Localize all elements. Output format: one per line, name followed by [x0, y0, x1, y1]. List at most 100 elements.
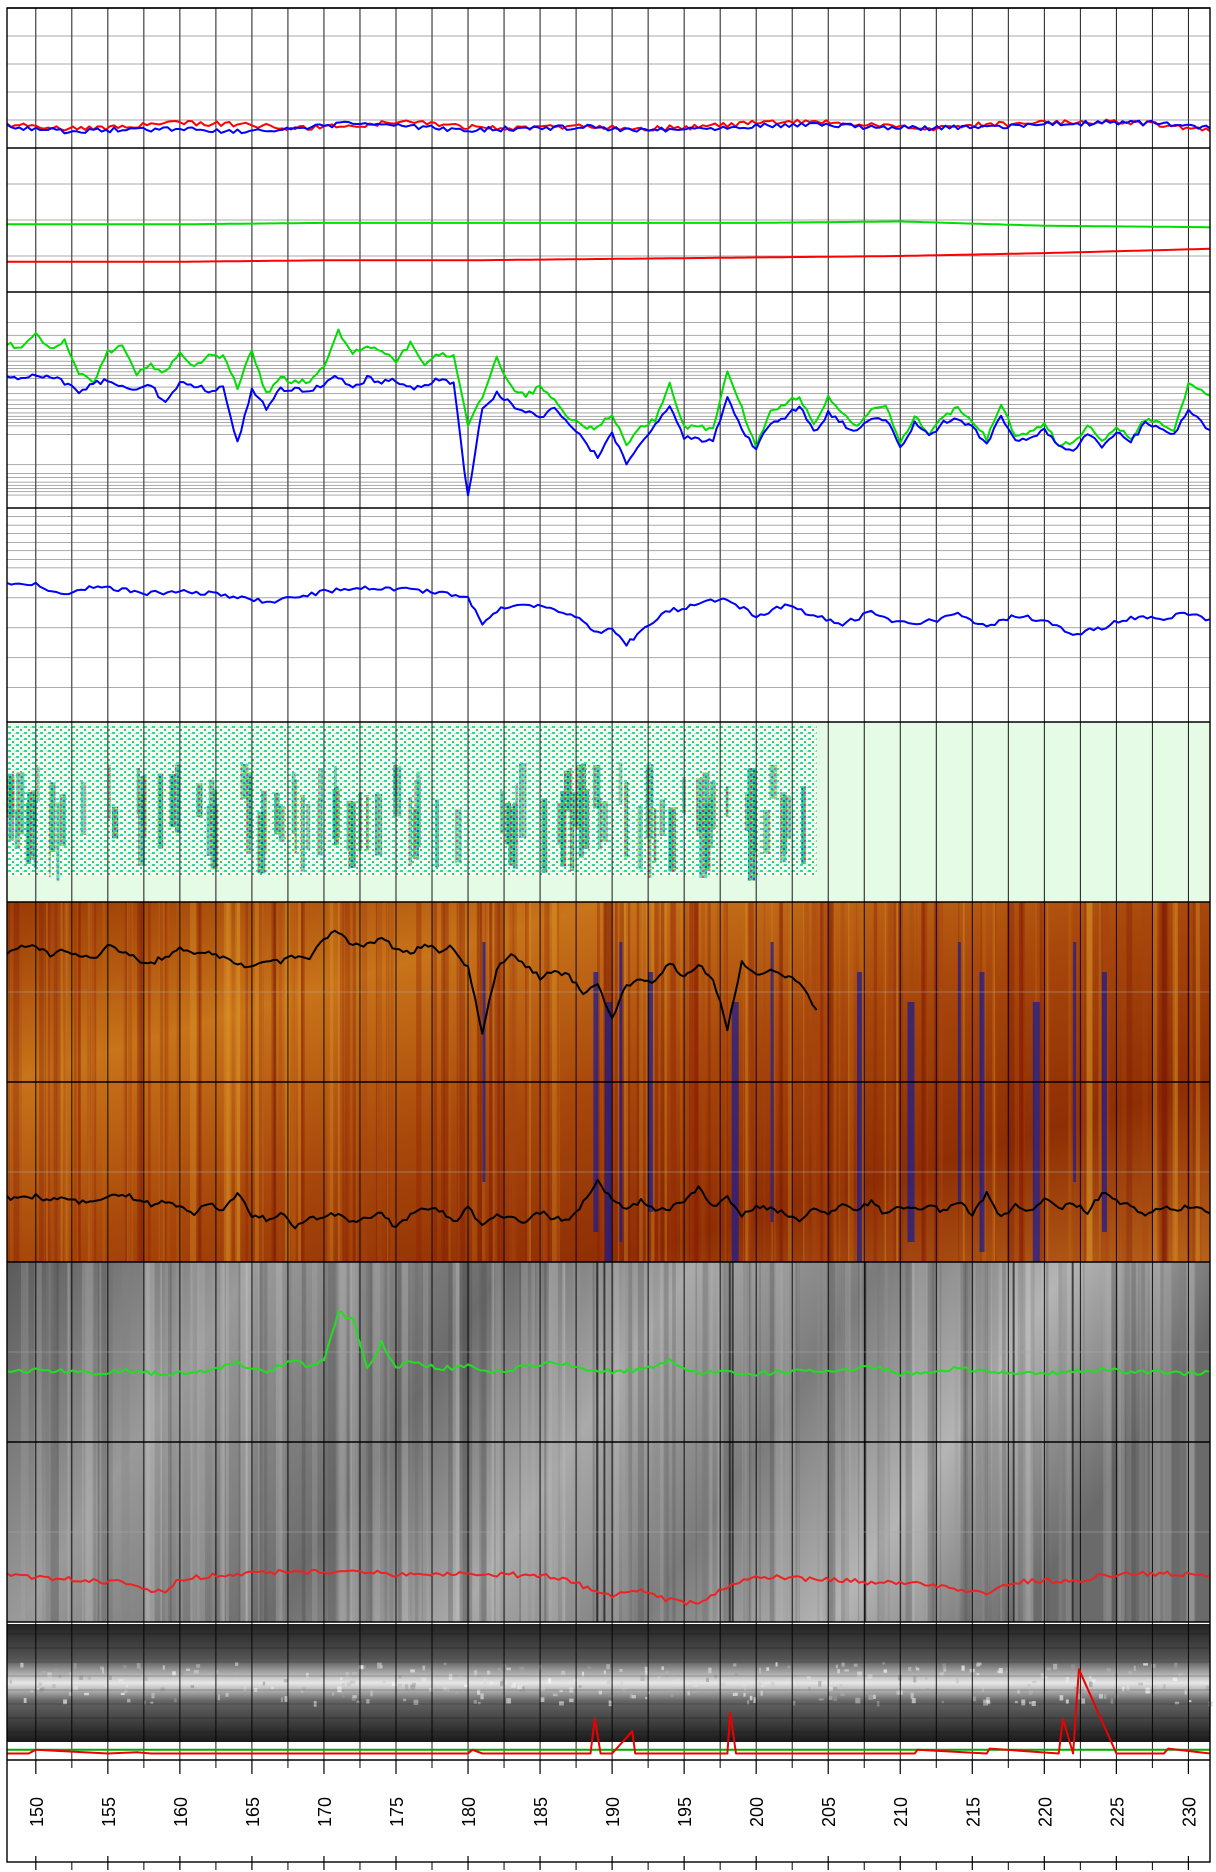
borehole-speck: [1122, 1686, 1125, 1691]
borehole-speck: [353, 1681, 357, 1685]
borehole-speck: [1031, 1701, 1036, 1706]
borehole-speck: [20, 1662, 24, 1668]
borehole-speck: [370, 1690, 373, 1697]
depth-tick-label: 175: [387, 1797, 407, 1827]
blue-streak: [604, 1002, 612, 1282]
borehole-speck: [235, 1662, 239, 1667]
depth-tick-label: 205: [819, 1797, 839, 1827]
borehole-speck: [262, 1681, 266, 1686]
spectral-band: [571, 791, 578, 827]
borehole-speck: [1028, 1690, 1034, 1693]
borehole-speck: [747, 1700, 750, 1705]
borehole-speck: [342, 1694, 345, 1698]
spectral-band: [206, 806, 213, 857]
spectral-band: [702, 772, 710, 831]
borehole-speck: [606, 1664, 610, 1670]
borehole-speck: [833, 1686, 838, 1690]
borehole-speck: [301, 1687, 306, 1692]
borehole-speck: [976, 1664, 980, 1667]
borehole-speck: [361, 1665, 366, 1670]
spectral-band: [306, 803, 311, 851]
spectral-band: [562, 797, 567, 844]
spectral-band: [30, 789, 36, 828]
borehole-speck: [138, 1668, 142, 1674]
borehole-speck: [857, 1671, 862, 1677]
spectral-band: [801, 786, 806, 865]
borehole-speck: [733, 1663, 737, 1667]
borehole-speck: [1053, 1663, 1058, 1670]
borehole-speck: [645, 1671, 649, 1676]
borehole-speck: [915, 1666, 918, 1669]
spectral-band: [56, 802, 60, 882]
borehole-speck: [143, 1700, 146, 1705]
spectral-band: [49, 782, 56, 852]
spectral-band: [107, 764, 111, 819]
spectral-band: [247, 772, 253, 839]
spectral-band: [696, 777, 704, 831]
spectral-band: [518, 763, 527, 839]
spectral-band: [600, 801, 608, 842]
borehole-speck: [41, 1687, 45, 1691]
spectral-band: [137, 794, 146, 866]
borehole-speck: [30, 1689, 34, 1693]
borehole-speck: [483, 1678, 487, 1684]
borehole-speck: [749, 1695, 753, 1701]
spectral-band: [637, 805, 643, 870]
borehole-speck: [910, 1693, 914, 1699]
borehole-speck: [346, 1682, 352, 1687]
borehole-speck: [109, 1675, 112, 1681]
spectral-band: [274, 792, 280, 835]
borehole-speck: [882, 1662, 885, 1665]
borehole-speck: [675, 1679, 680, 1683]
borehole-speck: [506, 1698, 511, 1704]
borehole-speck: [73, 1663, 77, 1669]
borehole-speck: [404, 1684, 409, 1691]
borehole-speck: [1128, 1671, 1132, 1675]
borehole-speck: [853, 1663, 858, 1667]
borehole-speck: [760, 1690, 763, 1696]
spectral-band: [499, 791, 504, 834]
borehole-speck: [620, 1680, 624, 1686]
spectral-band: [578, 784, 585, 858]
borehole-speck: [410, 1684, 415, 1690]
borehole-speck: [645, 1696, 648, 1700]
borehole-speck: [519, 1666, 525, 1673]
track7-curve-0: [6, 1310, 1211, 1377]
borehole-speck: [284, 1696, 288, 1702]
borehole-speck: [174, 1698, 177, 1703]
blue-streak: [482, 942, 486, 1182]
borehole-speck: [464, 1684, 468, 1688]
spectral-band: [563, 770, 572, 812]
spectral-band: [725, 786, 729, 817]
outer-frame: [6, 7, 1211, 1863]
spectral-band: [261, 790, 267, 853]
borehole-speck: [1205, 1685, 1210, 1691]
borehole-speck: [792, 1701, 796, 1706]
borehole-speck: [420, 1677, 423, 1683]
spectral-band: [80, 782, 87, 836]
borehole-speck: [162, 1665, 165, 1670]
borehole-speck: [356, 1700, 360, 1703]
track-backgrounds: [7, 722, 1213, 1758]
borehole-speck: [943, 1666, 947, 1672]
spectral-band: [317, 799, 323, 856]
spectral-band: [435, 799, 440, 868]
borehole-speck: [766, 1667, 770, 1671]
borehole-speck: [876, 1700, 880, 1707]
borehole-speck: [942, 1663, 946, 1669]
borehole-speck: [844, 1669, 849, 1672]
borehole-speck: [734, 1670, 739, 1676]
borehole-speck: [473, 1700, 477, 1704]
borehole-speck: [1126, 1685, 1130, 1691]
track6-curve-1: [6, 1178, 1211, 1230]
blue-streak: [957, 942, 961, 1202]
borehole-speck: [687, 1690, 690, 1696]
borehole-speck: [507, 1682, 513, 1686]
borehole-speck: [561, 1670, 566, 1676]
spectral-band: [36, 766, 40, 802]
borehole-speck: [47, 1672, 52, 1678]
borehole-speck: [665, 1671, 669, 1677]
borehole-speck: [1005, 1670, 1009, 1673]
borehole-speck: [503, 1664, 507, 1671]
borehole-speck: [398, 1675, 402, 1679]
